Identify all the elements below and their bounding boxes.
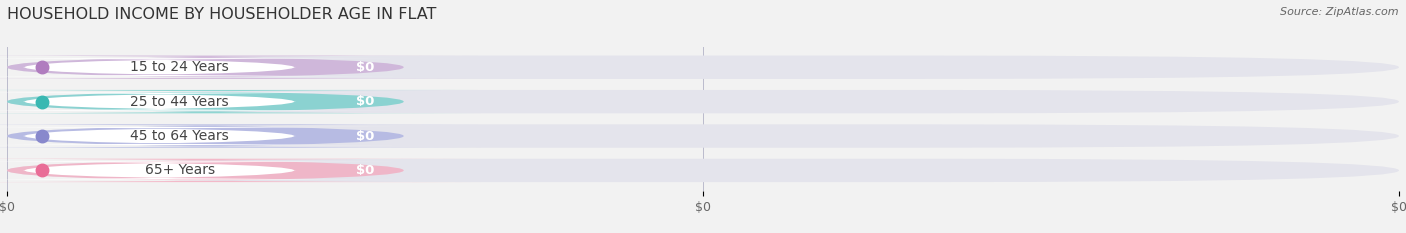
FancyBboxPatch shape: [0, 124, 481, 148]
FancyBboxPatch shape: [0, 161, 413, 180]
FancyBboxPatch shape: [0, 127, 413, 145]
Text: $0: $0: [356, 95, 374, 108]
Text: Source: ZipAtlas.com: Source: ZipAtlas.com: [1281, 7, 1399, 17]
FancyBboxPatch shape: [0, 159, 481, 182]
Text: 15 to 24 Years: 15 to 24 Years: [131, 60, 229, 74]
FancyBboxPatch shape: [7, 159, 1399, 182]
Text: $0: $0: [356, 164, 374, 177]
FancyBboxPatch shape: [0, 90, 481, 113]
FancyBboxPatch shape: [7, 90, 1399, 113]
Text: 45 to 64 Years: 45 to 64 Years: [131, 129, 229, 143]
Text: HOUSEHOLD INCOME BY HOUSEHOLDER AGE IN FLAT: HOUSEHOLD INCOME BY HOUSEHOLDER AGE IN F…: [7, 7, 436, 22]
Text: $0: $0: [356, 61, 374, 74]
FancyBboxPatch shape: [7, 124, 1399, 148]
FancyBboxPatch shape: [7, 55, 1399, 79]
FancyBboxPatch shape: [0, 55, 481, 79]
Text: $0: $0: [356, 130, 374, 143]
FancyBboxPatch shape: [0, 93, 413, 111]
Text: 25 to 44 Years: 25 to 44 Years: [131, 95, 229, 109]
Text: 65+ Years: 65+ Years: [145, 163, 215, 177]
FancyBboxPatch shape: [0, 58, 413, 76]
